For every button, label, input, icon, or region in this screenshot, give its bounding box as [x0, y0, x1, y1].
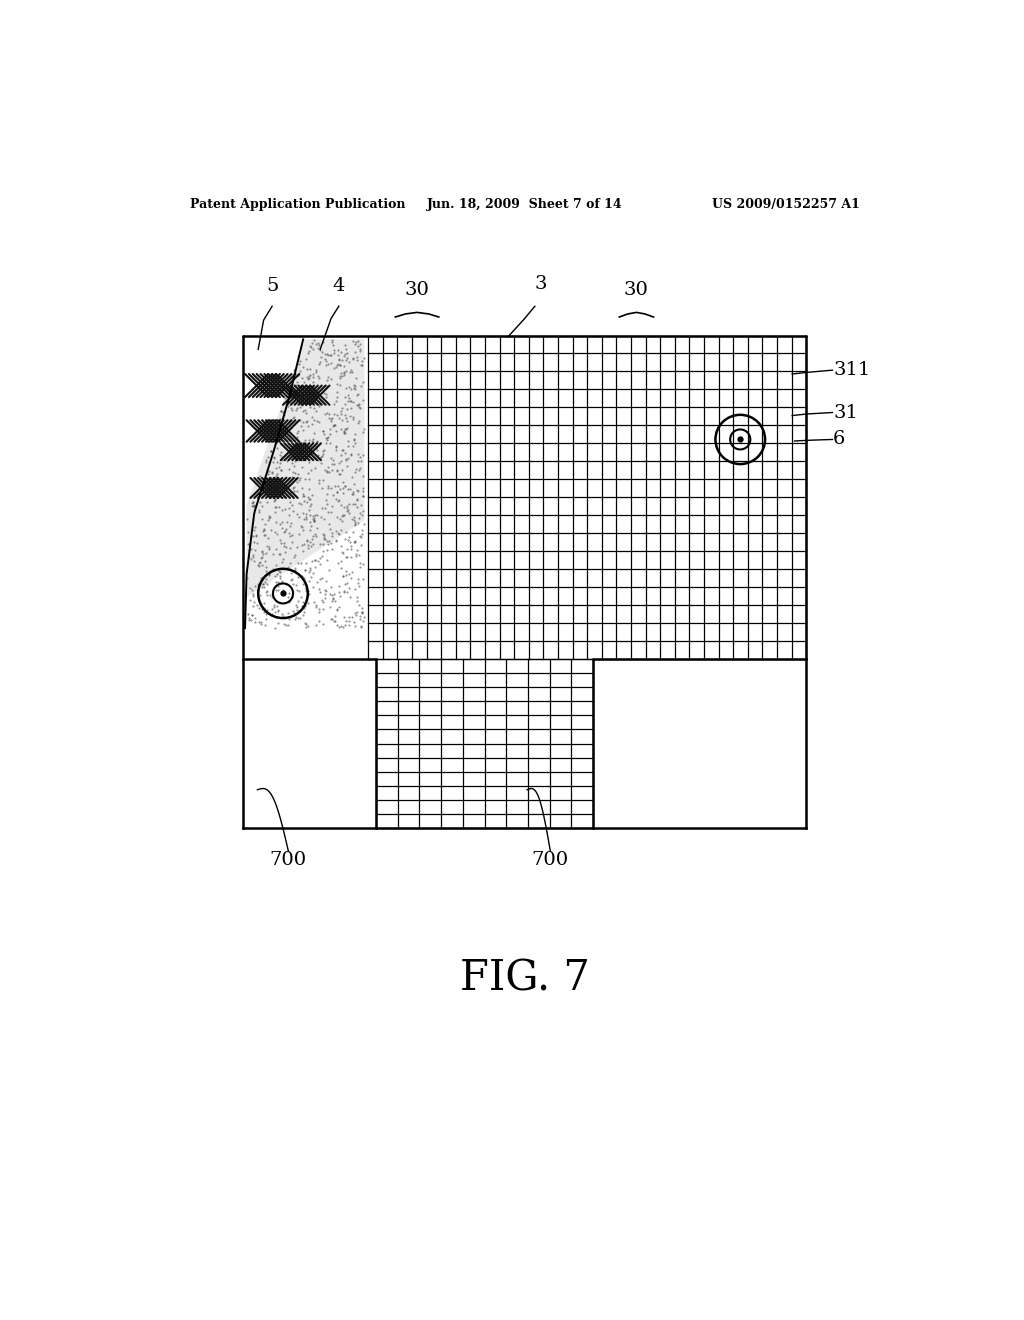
Text: Jun. 18, 2009  Sheet 7 of 14: Jun. 18, 2009 Sheet 7 of 14	[427, 198, 623, 211]
Text: 3: 3	[535, 275, 547, 293]
Text: US 2009/0152257 A1: US 2009/0152257 A1	[712, 198, 859, 211]
Text: 30: 30	[404, 281, 429, 300]
Text: FIG. 7: FIG. 7	[460, 957, 590, 999]
Text: 4: 4	[333, 277, 345, 296]
Text: Patent Application Publication: Patent Application Publication	[190, 198, 406, 211]
Text: 700: 700	[531, 851, 569, 870]
Text: 30: 30	[624, 281, 649, 300]
Polygon shape	[243, 335, 806, 829]
Text: 31: 31	[834, 404, 858, 421]
Text: 311: 311	[834, 362, 870, 379]
Polygon shape	[247, 339, 365, 598]
Text: 700: 700	[270, 851, 307, 870]
Polygon shape	[243, 335, 369, 659]
Text: 5: 5	[266, 277, 279, 296]
Text: 6: 6	[834, 430, 846, 449]
